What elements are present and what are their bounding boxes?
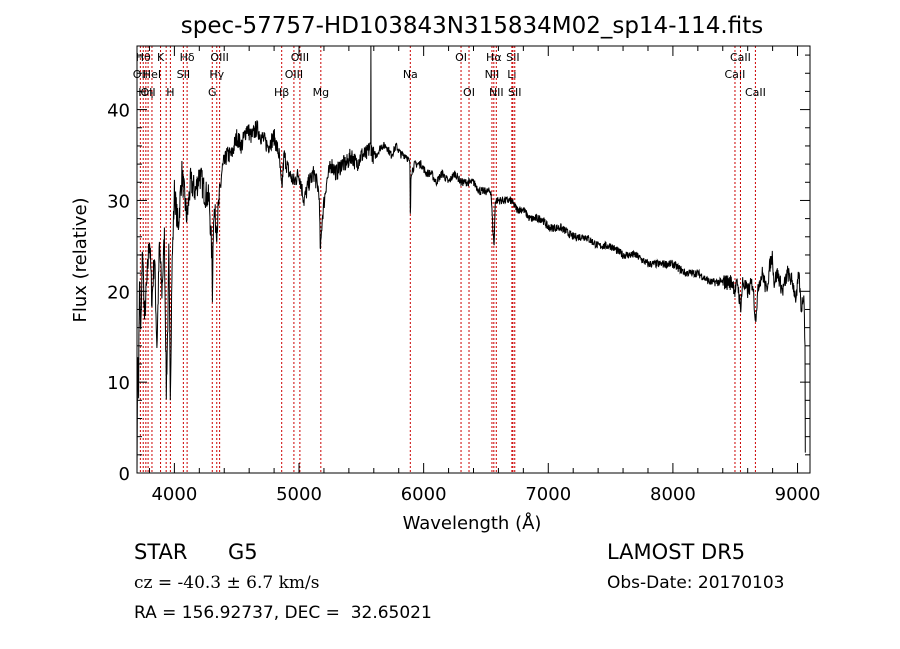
x-tick-label: 8000 <box>650 484 696 505</box>
obs-date: Obs-Date: 20170103 <box>607 573 785 593</box>
x-tick-label: 7000 <box>525 484 571 505</box>
line-marker-label: OIII <box>285 68 303 81</box>
x-tick-label: 9000 <box>775 484 821 505</box>
plot-frame <box>136 45 811 474</box>
line-marker-label: Hα <box>486 51 502 64</box>
y-axis-label: Flux (relative) <box>70 197 91 322</box>
line-marker-label: OIII <box>210 51 228 64</box>
line-marker-label: H <box>166 86 174 99</box>
line-marker-label: OI <box>455 51 467 64</box>
line-marker-label: NII <box>485 68 500 81</box>
y-tick-label: 30 <box>107 191 130 212</box>
line-marker-label: Hθ <box>136 51 151 64</box>
line-marker-label: OI <box>463 86 475 99</box>
line-marker-label: HeI <box>143 68 161 81</box>
y-tick-label: 40 <box>107 101 130 122</box>
x-tick-label: 5000 <box>276 484 322 505</box>
line-marker-label: Na <box>403 68 418 81</box>
object-class: STAR <box>134 540 188 564</box>
chart-title: spec-57757-HD103843N315834M02_sp14-114.f… <box>181 13 763 39</box>
axes: 4000 5000 6000 7000 8000 9000 0 10 20 30 40 <box>107 46 820 505</box>
line-marker-label: NII <box>489 86 504 99</box>
line-marker-label: CaII <box>730 51 751 64</box>
line-marker-label: Li <box>507 68 516 81</box>
spectrum-line <box>136 45 806 474</box>
spectrum-series <box>136 45 806 474</box>
x-tick-label: 4000 <box>151 484 197 505</box>
line-marker-label: OIII <box>291 51 309 64</box>
line-marker-label: OII <box>141 86 156 99</box>
survey-name: LAMOST DR5 <box>607 540 746 564</box>
y-tick-label: 20 <box>107 282 130 303</box>
line-marker-label: SII <box>506 51 519 64</box>
line-marker-label: Hη <box>138 86 153 99</box>
line-marker-label: SII <box>508 86 521 99</box>
subclass: G5 <box>228 540 258 564</box>
x-tick-label: 6000 <box>401 484 447 505</box>
line-marker-label: CaII <box>725 68 746 81</box>
y-tick-label: 10 <box>107 373 130 394</box>
redshift-text: cz = -40.3 ± 6.7 km/s <box>134 573 320 593</box>
line-marker-label: CaII <box>745 86 766 99</box>
line-marker-label: K <box>157 51 165 64</box>
line-marker-label: SII <box>177 68 190 81</box>
line-marker-label: Mg <box>313 86 329 99</box>
coordinates: RA = 156.92737, DEC = 32.65021 <box>134 603 432 623</box>
x-axis-label: Wavelength (Å) <box>403 512 542 534</box>
y-tick-label: 0 <box>119 464 130 485</box>
line-marker-label: Hβ <box>274 86 289 99</box>
line-marker-label: Hγ <box>209 68 224 81</box>
line-marker-label: G <box>208 86 217 99</box>
line-marker-label: Hδ <box>180 51 195 64</box>
emission-line-markers: OIIHθHηOIIHeIKHSIIHδGHγOIIIHβOIIIOIIIMgN… <box>133 46 766 473</box>
